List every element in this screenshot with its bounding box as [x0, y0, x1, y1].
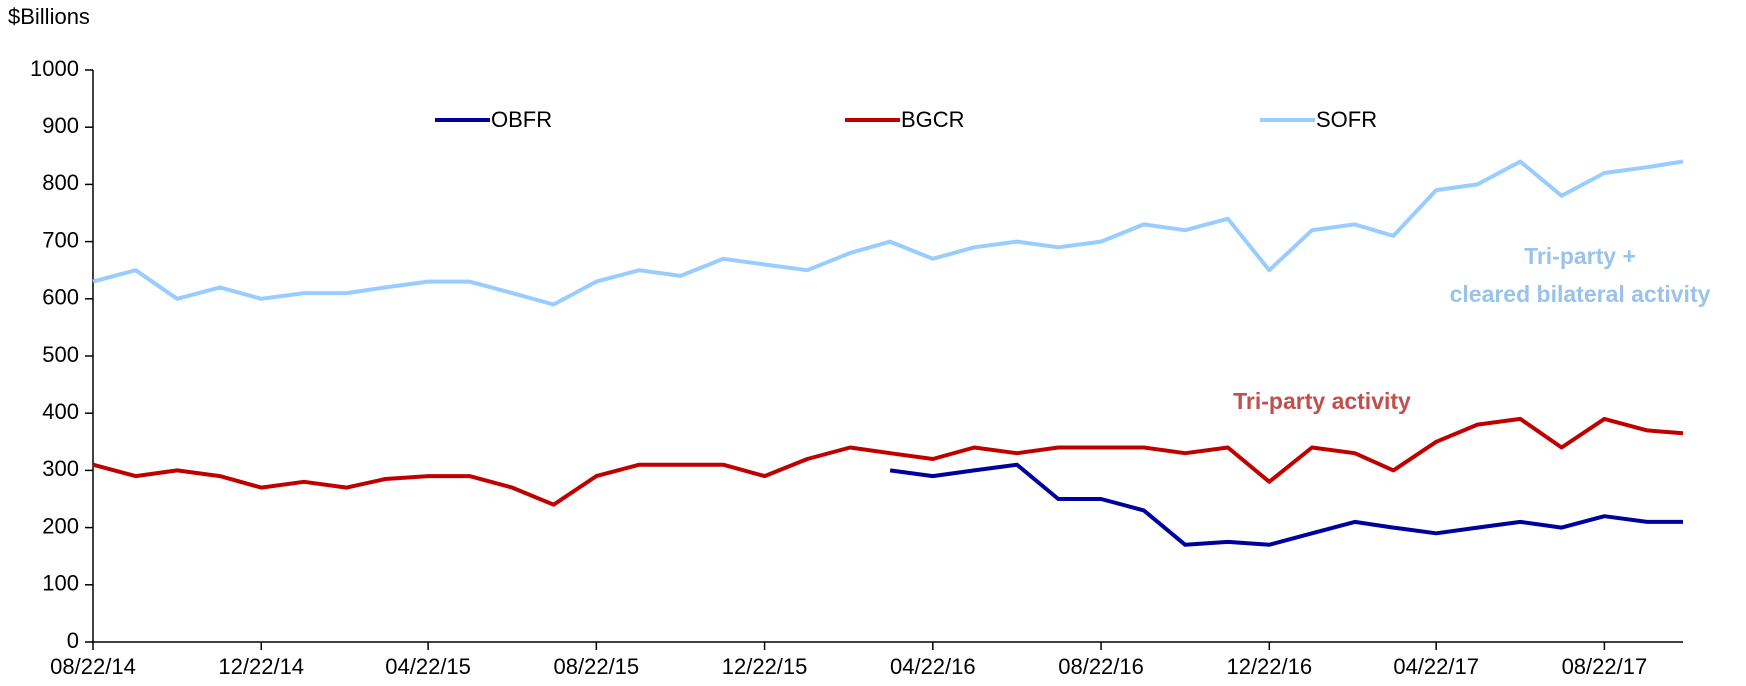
annotation: Tri-party activity — [1233, 388, 1411, 414]
y-tick-label: 200 — [42, 513, 79, 538]
series-line — [92, 159, 1684, 307]
y-tick-label: 500 — [42, 342, 79, 367]
legend-label: BGCR — [901, 107, 965, 132]
y-tick-label: 0 — [67, 628, 79, 653]
x-tick-label: 08/22/14 — [50, 654, 136, 679]
series-line — [889, 462, 1683, 547]
y-axis-label: $Billions — [8, 4, 90, 29]
legend-label: OBFR — [491, 107, 552, 132]
y-tick-label: 300 — [42, 456, 79, 481]
x-tick-label: 12/22/14 — [218, 654, 304, 679]
x-tick-label: 12/22/16 — [1226, 654, 1312, 679]
x-tick-label: 04/22/15 — [385, 654, 471, 679]
x-tick-label: 08/22/15 — [554, 654, 640, 679]
annotation: Tri-party + — [1524, 243, 1636, 269]
x-tick-label: 04/22/16 — [890, 654, 976, 679]
x-tick-label: 08/22/17 — [1562, 654, 1648, 679]
legend-label: SOFR — [1316, 107, 1377, 132]
y-tick-label: 900 — [42, 113, 79, 138]
x-tick-label: 04/22/17 — [1393, 654, 1479, 679]
y-tick-label: 800 — [42, 170, 79, 195]
y-tick-label: 700 — [42, 227, 79, 252]
y-tick-label: 100 — [42, 571, 79, 596]
x-tick-label: 08/22/16 — [1058, 654, 1144, 679]
y-tick-label: 1000 — [30, 56, 79, 81]
y-tick-label: 600 — [42, 285, 79, 310]
annotation: cleared bilateral activity — [1450, 281, 1711, 307]
series-line — [92, 416, 1684, 507]
y-tick-label: 400 — [42, 399, 79, 424]
x-tick-label: 12/22/15 — [722, 654, 808, 679]
